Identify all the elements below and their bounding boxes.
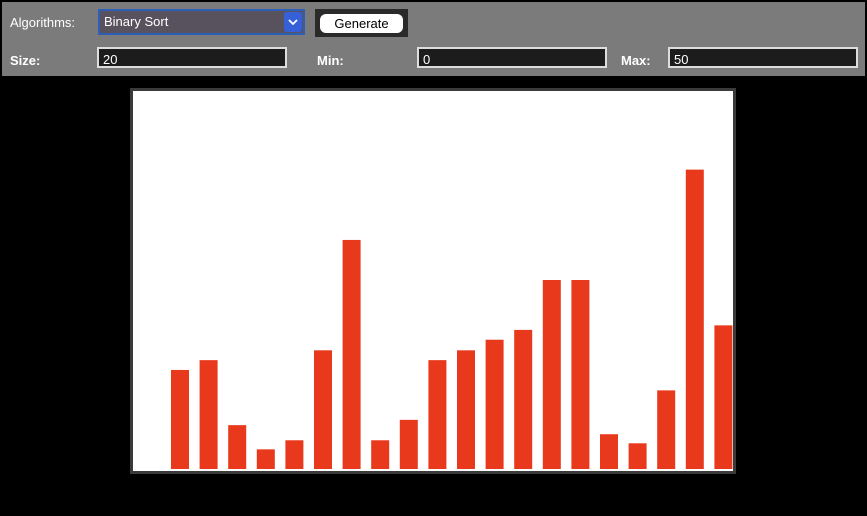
bar [600, 434, 618, 469]
chart [171, 169, 733, 469]
bar [285, 440, 304, 469]
bar [399, 419, 418, 469]
bar [171, 369, 189, 469]
bar [714, 325, 733, 469]
bar [571, 280, 590, 469]
size-input[interactable]: 20 [97, 47, 287, 68]
bar [685, 169, 704, 469]
bar [485, 339, 504, 469]
generate-wrap: Generate [315, 9, 408, 37]
bar [228, 425, 247, 469]
bar [514, 329, 533, 469]
algorithm-label: Algorithms: [10, 15, 76, 30]
bar [457, 350, 475, 469]
bar [314, 350, 332, 469]
generate-button[interactable]: Generate [320, 14, 403, 33]
bar [256, 449, 275, 469]
algorithm-select[interactable]: Binary Sort [98, 9, 305, 35]
bar [428, 360, 447, 469]
canvas-frame [130, 88, 736, 474]
chevron [284, 12, 302, 32]
bar [342, 239, 361, 469]
bar [371, 440, 390, 469]
algorithm-value: Binary Sort [104, 14, 169, 29]
max-input[interactable]: 50 [668, 47, 858, 68]
max-label: Max: [621, 53, 651, 68]
bar [199, 360, 218, 469]
toolbar: Algorithms: Binary Sort Generate Size: 2… [2, 2, 865, 76]
size-label: Size: [10, 53, 41, 68]
bar [657, 390, 676, 469]
min-label: Min: [317, 53, 344, 68]
bar [628, 443, 647, 469]
min-input[interactable]: 0 [417, 47, 607, 68]
bar [542, 280, 561, 469]
